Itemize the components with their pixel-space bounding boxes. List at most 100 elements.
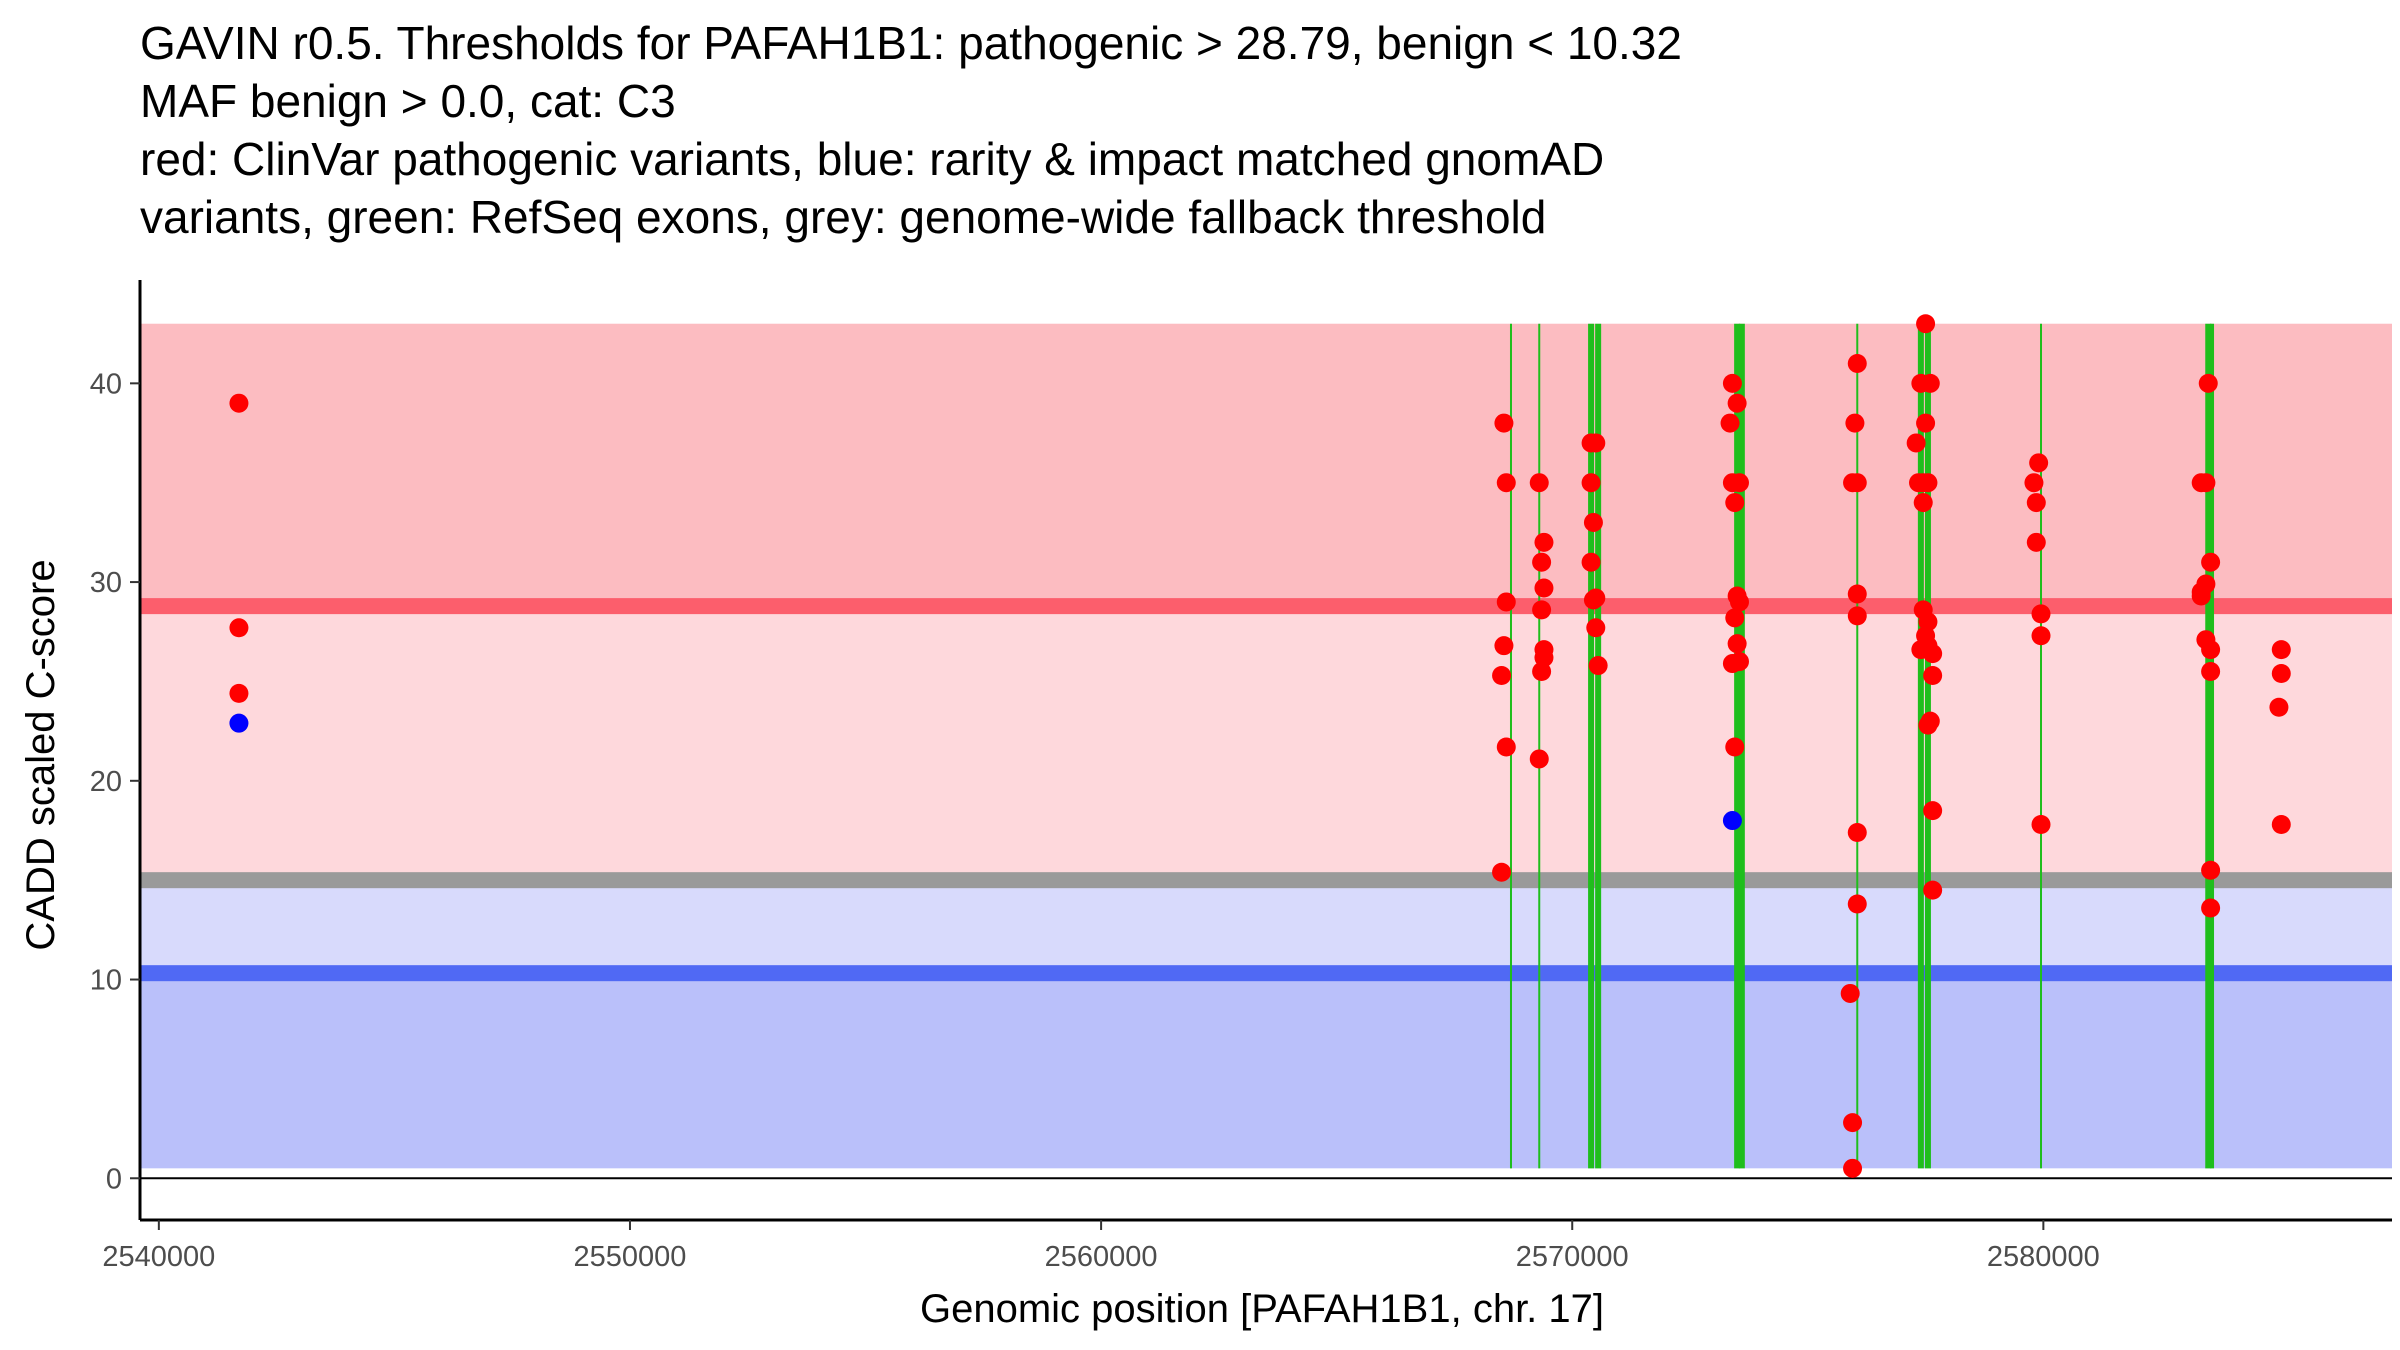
clinvar-pathogenic-point [2031,815,2051,835]
clinvar-pathogenic-point [1725,737,1745,757]
clinvar-pathogenic-point [2201,662,2221,682]
clinvar-pathogenic-point [1496,737,1516,757]
clinvar-pathogenic-point [2198,373,2218,393]
clinvar-pathogenic-point [1534,578,1554,598]
clinvar-pathogenic-point [229,618,249,638]
clinvar-pathogenic-point [2269,697,2289,717]
clinvar-pathogenic-point [2201,552,2221,572]
chart-title: GAVIN r0.5. Thresholds for PAFAH1B1: pat… [140,14,1682,246]
x-axis-title: Genomic position [PAFAH1B1, chr. 17] [920,1287,1604,1331]
y-tick-label: 20 [90,766,122,798]
clinvar-pathogenic-point [1532,600,1552,620]
clinvar-pathogenic-point [1583,590,1603,610]
clinvar-pathogenic-point [1923,644,1943,664]
clinvar-pathogenic-point [1727,634,1747,654]
clinvar-pathogenic-point [2271,815,2291,835]
clinvar-pathogenic-point [2024,473,2044,493]
benign-to-grey-region [140,880,2392,974]
clinvar-pathogenic-point [1494,636,1514,656]
clinvar-pathogenic-point [2196,473,2216,493]
clinvar-pathogenic-point [1534,532,1554,552]
clinvar-pathogenic-point [1847,584,1867,604]
clinvar-pathogenic-point [1529,473,1549,493]
x-tick-label: 2570000 [1516,1241,1629,1273]
clinvar-pathogenic-point [229,393,249,413]
x-axis-ticks: 2540000 2550000 2560000 2570000 2580000 [102,1220,2100,1273]
x-tick-label: 2560000 [1045,1241,1158,1273]
clinvar-pathogenic-point [1918,715,1938,735]
clinvar-pathogenic-point [2201,640,2221,660]
clinvar-pathogenic-point [1496,592,1516,612]
clinvar-pathogenic-point [1916,413,1936,433]
y-axis-title: CADD scaled C-score [19,559,63,950]
clinvar-pathogenic-point [2031,626,2051,646]
variant-points [229,314,2291,1178]
clinvar-pathogenic-point [2271,640,2291,660]
clinvar-pathogenic-point [1494,413,1514,433]
clinvar-pathogenic-point [1923,880,1943,900]
clinvar-pathogenic-point [1916,314,1936,334]
gnomad-matched-point [1722,811,1742,831]
clinvar-pathogenic-point [2026,532,2046,552]
benign-threshold-line [140,965,2392,982]
clinvar-pathogenic-point [1729,592,1749,612]
clinvar-pathogenic-point [1529,749,1549,769]
clinvar-pathogenic-point [1722,373,1742,393]
clinvar-pathogenic-point [1588,656,1608,676]
clinvar-pathogenic-point [1847,894,1867,914]
clinvar-pathogenic-point [1720,413,1740,433]
title-line-3: red: ClinVar pathogenic variants, blue: … [140,133,1605,185]
clinvar-pathogenic-point [1920,373,1940,393]
y-tick-label: 30 [90,567,122,599]
grey-to-pathogenic-region [140,606,2392,881]
clinvar-pathogenic-point [1492,862,1512,882]
clinvar-pathogenic-point [1581,552,1601,572]
clinvar-pathogenic-point [1923,801,1943,821]
clinvar-pathogenic-point [2201,860,2221,880]
clinvar-pathogenic-point [1840,983,1860,1003]
y-tick-label: 0 [106,1163,122,1195]
clinvar-pathogenic-point [1725,608,1745,628]
clinvar-pathogenic-point [1847,353,1867,373]
clinvar-pathogenic-point [1532,552,1552,572]
pathogenic-threshold-line [140,598,2392,615]
clinvar-pathogenic-point [1586,433,1606,453]
clinvar-pathogenic-point [1583,512,1603,532]
clinvar-pathogenic-point [1906,433,1926,453]
clinvar-pathogenic-point [1847,473,1867,493]
threshold-regions [140,323,2392,1169]
clinvar-pathogenic-point [1492,665,1512,685]
x-tick-label: 2580000 [1987,1241,2100,1273]
title-line-2: MAF benign > 0.0, cat: C3 [140,75,676,127]
clinvar-pathogenic-point [1843,1113,1863,1133]
y-tick-label: 40 [90,368,122,400]
clinvar-pathogenic-point [2029,453,2049,473]
clinvar-pathogenic-point [229,683,249,703]
x-tick-label: 2540000 [102,1241,215,1273]
clinvar-pathogenic-point [1923,665,1943,685]
clinvar-pathogenic-point [1729,652,1749,672]
clinvar-pathogenic-point [2271,663,2291,683]
clinvar-pathogenic-point [1847,822,1867,842]
clinvar-pathogenic-point [1913,493,1933,513]
clinvar-pathogenic-point [2026,493,2046,513]
clinvar-pathogenic-point [2201,898,2221,918]
x-tick-label: 2550000 [574,1241,687,1273]
clinvar-pathogenic-point [1847,606,1867,626]
clinvar-pathogenic-point [1729,473,1749,493]
benign-region [140,973,2392,1169]
clinvar-pathogenic-point [2031,604,2051,624]
clinvar-pathogenic-point [1843,1158,1863,1178]
fallback-threshold-line [140,872,2392,889]
y-tick-label: 10 [90,965,122,997]
clinvar-pathogenic-point [1845,413,1865,433]
threshold-lines [140,598,2392,982]
title-line-1: GAVIN r0.5. Thresholds for PAFAH1B1: pat… [140,17,1682,69]
clinvar-pathogenic-point [1581,473,1601,493]
clinvar-pathogenic-point [1918,473,1938,493]
y-axis-ticks: 0 10 20 30 40 [90,368,140,1195]
clinvar-pathogenic-point [1496,473,1516,493]
pathogenic-upper-region [140,323,2392,607]
clinvar-pathogenic-point [2191,586,2211,606]
